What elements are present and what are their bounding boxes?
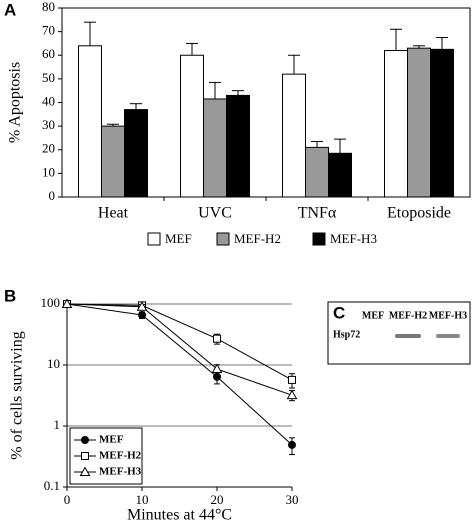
blot-panel: C MEF MEF-H2 MEF-H3 Hsp72 (327, 301, 471, 365)
bar (180, 54, 204, 198)
bar (305, 146, 329, 198)
x-tick-label: 0 (64, 492, 71, 507)
y-tick-label: 70 (42, 23, 55, 38)
x-tick-label: UVC (198, 205, 232, 222)
line (66, 303, 293, 381)
panel-label: C (333, 303, 345, 322)
x-axis-label: Minutes at 44°C (127, 507, 232, 524)
bar (384, 50, 408, 198)
marker (213, 334, 221, 343)
marker (138, 311, 146, 320)
lane-label: MEF-H2 (389, 310, 427, 321)
marker (79, 466, 91, 476)
blot-band (395, 334, 421, 338)
bar (203, 98, 227, 198)
y-axis-label: % Apoptosis (7, 62, 24, 143)
blot-frame (327, 301, 471, 365)
marker (288, 440, 296, 449)
legend-label: MEF-H3 (99, 466, 142, 478)
protein-label: Hsp72 (333, 329, 360, 340)
y-tick-label: 100 (41, 295, 61, 310)
lane-label: MEF (362, 310, 384, 321)
y-tick-label: 80 (42, 0, 55, 14)
y-tick-label: 0.1 (44, 478, 60, 493)
legend-label: MEF (165, 231, 192, 246)
bar (407, 47, 431, 198)
bar (78, 45, 102, 198)
legend-swatch (147, 232, 161, 246)
y-tick-label: 50 (42, 70, 55, 85)
lane-label: MEF-H3 (429, 310, 467, 321)
y-tick-label: 30 (42, 117, 55, 132)
x-tick-label: 10 (136, 492, 149, 507)
panel-label: A (4, 0, 16, 19)
bar (282, 73, 306, 198)
legend-label: MEF-H2 (99, 450, 142, 462)
x-tick-label: 20 (211, 492, 224, 507)
y-tick-label: 10 (42, 164, 55, 179)
marker (288, 375, 296, 384)
x-tick-label: Heat (98, 205, 129, 222)
marker (61, 298, 73, 308)
x-tick-label: Etoposide (387, 205, 451, 222)
legend-label: MEF-H3 (330, 231, 377, 246)
panel-label: B (4, 286, 16, 305)
marker (136, 301, 148, 311)
blot-band (436, 334, 460, 338)
bar (124, 109, 148, 198)
y-axis-label: % of cells surviving (9, 331, 26, 459)
y-tick-label: 20 (42, 141, 55, 156)
y-tick-label: 60 (42, 46, 55, 61)
legend-swatch (216, 232, 230, 246)
bar (328, 152, 352, 198)
bar (430, 48, 454, 198)
y-tick-label: 0 (49, 188, 56, 203)
marker (286, 389, 298, 400)
line (66, 303, 293, 446)
x-tick-label: 30 (286, 492, 299, 507)
y-tick-label: 40 (42, 93, 55, 108)
legend-label: MEF (99, 434, 124, 446)
y-tick-label: 1 (54, 417, 61, 432)
legend-swatch (312, 232, 326, 246)
x-tick-label: TNFα (298, 205, 337, 222)
bar (101, 125, 125, 198)
y-tick-label: 10 (47, 356, 60, 371)
marker (211, 363, 223, 373)
legend-label: MEF-H2 (234, 231, 281, 246)
bar (226, 94, 250, 198)
marker (81, 436, 89, 444)
marker (81, 452, 89, 460)
line (66, 303, 293, 396)
